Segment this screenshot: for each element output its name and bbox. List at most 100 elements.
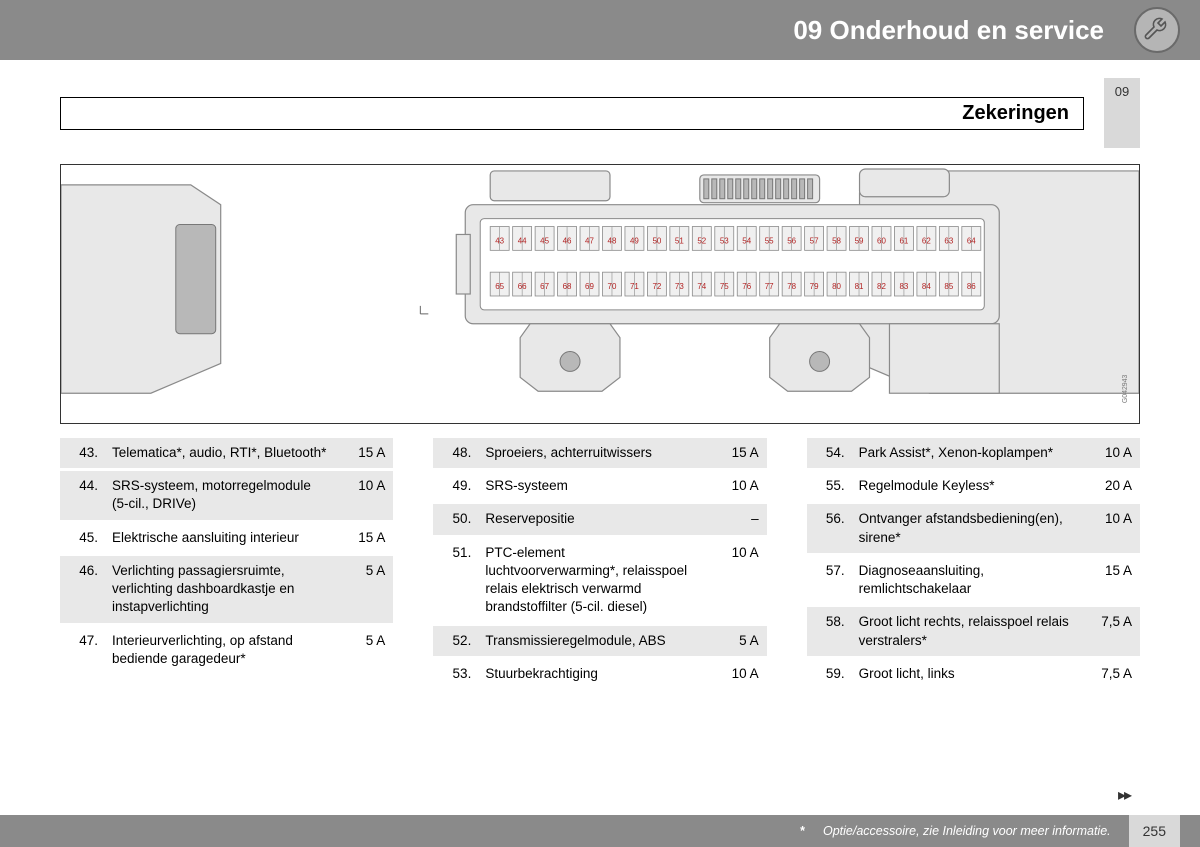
svg-text:G042943: G042943 xyxy=(1122,374,1129,403)
fuse-description: Transmissieregelmodule, ABS xyxy=(475,626,708,656)
fuse-description: Interieurverlichting, op afstand bediend… xyxy=(102,626,335,674)
fuse-number: 53. xyxy=(433,659,475,689)
fuse-number: 56. xyxy=(807,504,849,552)
table-row: 54.Park Assist*, Xenon-koplampen*10 A xyxy=(807,438,1140,468)
fuse-description: Ontvanger afstandsbediening(en), sirene* xyxy=(849,504,1082,552)
fuse-amperage: 10 A xyxy=(709,538,767,623)
table-row: 47.Interieurverlichting, op afstand bedi… xyxy=(60,626,393,674)
svg-text:50: 50 xyxy=(652,236,661,245)
svg-text:68: 68 xyxy=(563,282,572,291)
svg-text:65: 65 xyxy=(495,282,504,291)
fuse-amperage: 10 A xyxy=(709,471,767,501)
fuse-description: Verlichting passagiersruimte, verlichtin… xyxy=(102,556,335,623)
fuse-amperage: 10 A xyxy=(1082,504,1140,552)
fuse-amperage: 7,5 A xyxy=(1082,607,1140,655)
svg-text:77: 77 xyxy=(765,282,774,291)
fuse-amperage: 5 A xyxy=(709,626,767,656)
svg-text:49: 49 xyxy=(630,236,639,245)
svg-text:44: 44 xyxy=(518,236,527,245)
chapter-header: 09 Onderhoud en service xyxy=(0,0,1200,60)
wrench-icon xyxy=(1134,7,1180,53)
fuse-amperage: 20 A xyxy=(1082,471,1140,501)
svg-text:69: 69 xyxy=(585,282,594,291)
fuse-amperage: 10 A xyxy=(709,659,767,689)
svg-text:46: 46 xyxy=(563,236,572,245)
fuse-number: 44. xyxy=(60,471,102,519)
fuse-number: 51. xyxy=(433,538,475,623)
svg-text:70: 70 xyxy=(608,282,617,291)
fuse-description: Park Assist*, Xenon-koplampen* xyxy=(849,438,1082,468)
svg-text:80: 80 xyxy=(832,282,841,291)
table-row: 58.Groot licht rechts, relaisspoel relai… xyxy=(807,607,1140,655)
subheader: Zekeringen 09 xyxy=(0,60,1200,158)
fuse-number: 49. xyxy=(433,471,475,501)
svg-text:85: 85 xyxy=(944,282,953,291)
fuse-description: Elektrische aansluiting interieur xyxy=(102,523,335,553)
svg-text:45: 45 xyxy=(540,236,549,245)
table-row: 53.Stuurbekrachtiging10 A xyxy=(433,659,766,689)
svg-text:86: 86 xyxy=(967,282,976,291)
fuse-description: Stuurbekrachtiging xyxy=(475,659,708,689)
fuse-number: 47. xyxy=(60,626,102,674)
svg-text:60: 60 xyxy=(877,236,886,245)
table-row: 46.Verlichting passagiersruimte, verlich… xyxy=(60,556,393,623)
svg-text:73: 73 xyxy=(675,282,684,291)
svg-text:57: 57 xyxy=(810,236,819,245)
table-row: 57.Diagnoseaansluiting, remlichtschakela… xyxy=(807,556,1140,604)
fuse-description: Groot licht rechts, relaisspoel relais v… xyxy=(849,607,1082,655)
fusebox-diagram: 4365446645674668476948704971507251735274… xyxy=(60,164,1140,424)
fuse-description: Diagnoseaansluiting, remlichtschakelaar xyxy=(849,556,1082,604)
page-footer: * Optie/accessoire, zie Inleiding voor m… xyxy=(0,815,1200,847)
fuse-amperage: 15 A xyxy=(335,438,393,468)
fuse-number: 55. xyxy=(807,471,849,501)
page-number: 255 xyxy=(1129,815,1180,847)
fuse-amperage: 15 A xyxy=(709,438,767,468)
chapter-tab: 09 xyxy=(1104,78,1140,148)
fuse-description: SRS-systeem, motorregelmodule (5-cil., D… xyxy=(102,471,335,519)
fuse-column: 43.Telematica*, audio, RTI*, Bluetooth*1… xyxy=(60,438,393,692)
svg-text:72: 72 xyxy=(652,282,661,291)
svg-text:76: 76 xyxy=(742,282,751,291)
fuse-number: 54. xyxy=(807,438,849,468)
footnote-text: Optie/accessoire, zie Inleiding voor mee… xyxy=(823,824,1111,838)
fuse-amperage: 10 A xyxy=(335,471,393,519)
svg-text:71: 71 xyxy=(630,282,639,291)
svg-text:84: 84 xyxy=(922,282,931,291)
fuse-number: 59. xyxy=(807,659,849,689)
svg-text:54: 54 xyxy=(742,236,751,245)
svg-text:59: 59 xyxy=(855,236,864,245)
table-row: 50.Reservepositie– xyxy=(433,504,766,534)
svg-text:53: 53 xyxy=(720,236,729,245)
fuse-number: 43. xyxy=(60,438,102,468)
fuse-number: 48. xyxy=(433,438,475,468)
svg-text:56: 56 xyxy=(787,236,796,245)
table-row: 48.Sproeiers, achterruitwissers15 A xyxy=(433,438,766,468)
fuse-amperage: 15 A xyxy=(1082,556,1140,604)
svg-text:79: 79 xyxy=(810,282,819,291)
section-title: Zekeringen xyxy=(60,97,1084,130)
svg-text:67: 67 xyxy=(540,282,549,291)
svg-text:52: 52 xyxy=(697,236,706,245)
fuse-amperage: 7,5 A xyxy=(1082,659,1140,689)
fuse-column: 54.Park Assist*, Xenon-koplampen*10 A55.… xyxy=(807,438,1140,692)
svg-text:82: 82 xyxy=(877,282,886,291)
svg-text:74: 74 xyxy=(697,282,706,291)
svg-text:58: 58 xyxy=(832,236,841,245)
fuse-amperage: 15 A xyxy=(335,523,393,553)
svg-text:55: 55 xyxy=(765,236,774,245)
fuse-number: 45. xyxy=(60,523,102,553)
fuse-description: SRS-systeem xyxy=(475,471,708,501)
fuse-amperage: 10 A xyxy=(1082,438,1140,468)
fuse-number: 50. xyxy=(433,504,475,534)
svg-text:81: 81 xyxy=(855,282,864,291)
fuse-description: Telematica*, audio, RTI*, Bluetooth* xyxy=(102,438,335,468)
fuse-description: Sproeiers, achterruitwissers xyxy=(475,438,708,468)
fuse-description: Regelmodule Keyless* xyxy=(849,471,1082,501)
footnote-star: * xyxy=(800,824,805,838)
fuse-description: Groot licht, links xyxy=(849,659,1082,689)
fuse-description: PTC-element luchtvoorverwarming*, relais… xyxy=(475,538,708,623)
table-row: 56.Ontvanger afstandsbediening(en), sire… xyxy=(807,504,1140,552)
svg-text:63: 63 xyxy=(944,236,953,245)
continuation-icon: ▸▸ xyxy=(1118,785,1130,805)
fuse-number: 52. xyxy=(433,626,475,656)
